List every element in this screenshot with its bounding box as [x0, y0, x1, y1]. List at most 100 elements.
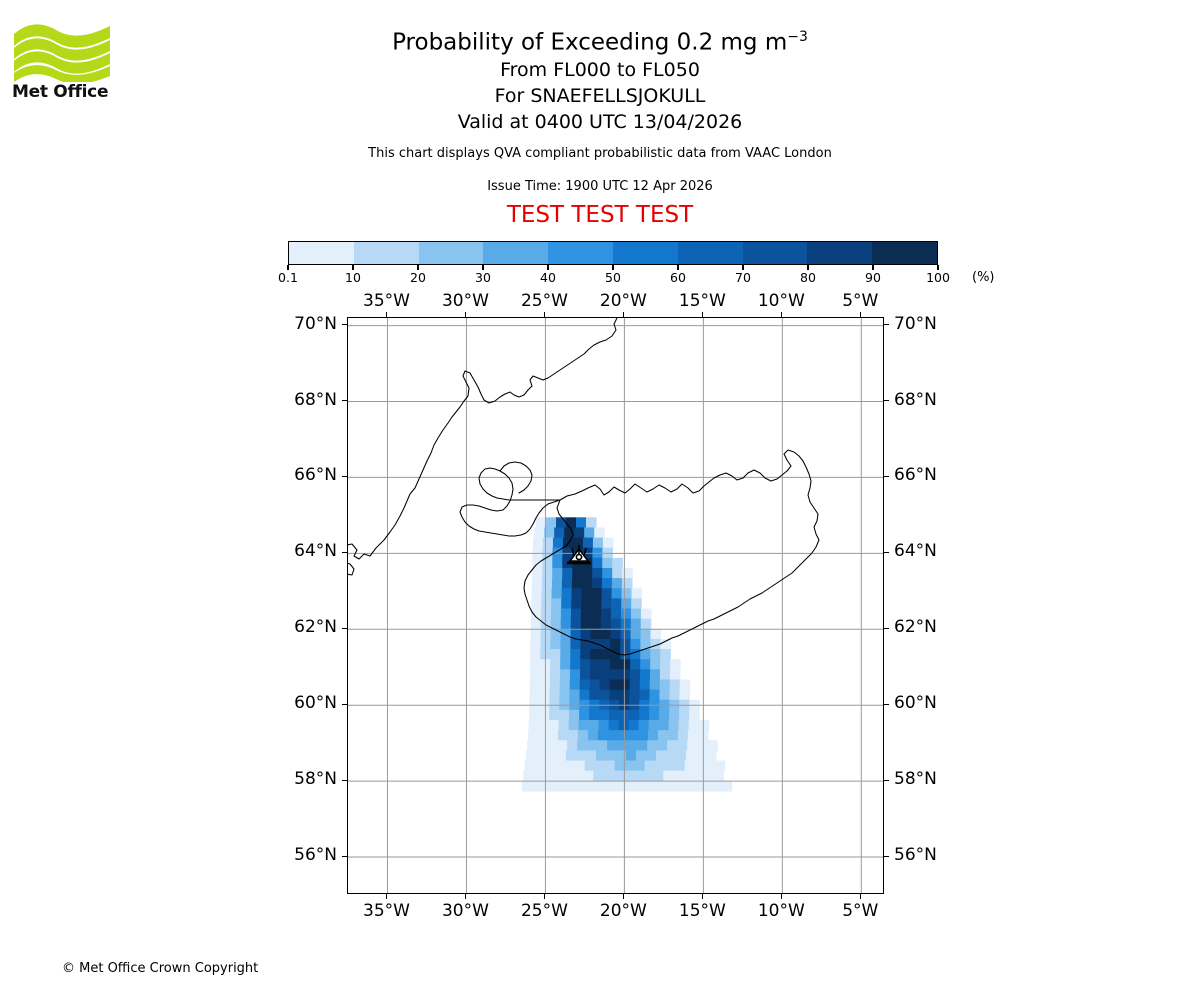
probability-cell: [601, 598, 612, 610]
probability-cell: [576, 517, 587, 529]
probability-cell: [658, 720, 670, 731]
probability-cell: [547, 730, 559, 741]
probability-cell: [571, 578, 583, 589]
probability-cell: [541, 598, 552, 610]
axis-tick: [342, 779, 347, 781]
probability-cell: [548, 720, 560, 731]
probability-cell: [578, 720, 590, 731]
probability-cell: [604, 760, 616, 772]
probability-cell: [581, 780, 593, 792]
probability-cell: [560, 659, 571, 670]
probability-cell: [541, 588, 553, 599]
probability-cell: [617, 730, 629, 741]
lat-lon-gridlines: [348, 318, 883, 893]
lon-label-bottom: 30°W: [441, 901, 489, 921]
lat-label-left: 68°N: [294, 389, 337, 410]
probability-cell: [569, 679, 581, 691]
probability-cell: [587, 730, 599, 741]
probability-cell: [590, 618, 602, 630]
probability-cell: [649, 709, 660, 721]
probability-cell: [714, 760, 726, 772]
colorbar-tick: [612, 265, 614, 270]
colorbar-segment-1: [353, 242, 419, 264]
probability-cell: [650, 638, 661, 650]
probability-cell: [570, 618, 582, 630]
probability-cell: [532, 537, 544, 549]
probability-cell: [591, 578, 603, 589]
axis-tick: [342, 475, 347, 477]
probability-cell: [550, 628, 562, 640]
probability-cell: [542, 557, 553, 569]
lon-label-bottom: 35°W: [363, 901, 410, 921]
axis-tick: [543, 312, 545, 317]
axis-tick: [884, 551, 889, 553]
probability-cell: [648, 720, 660, 731]
probability-cell: [667, 740, 678, 752]
probability-cell: [572, 537, 584, 549]
axis-tick: [859, 894, 861, 899]
axis-tick: [780, 312, 782, 317]
axis-tick: [342, 627, 347, 629]
colorbar-tick: [547, 265, 549, 270]
probability-cell: [612, 557, 623, 569]
probability-cell: [614, 760, 626, 772]
probability-cell: [541, 578, 553, 589]
probability-cell: [565, 750, 577, 762]
map-plot-area[interactable]: [347, 317, 884, 894]
probability-cell: [595, 750, 607, 762]
probability-cell: [688, 720, 700, 731]
probability-cell: [580, 618, 592, 630]
probability-cell: [620, 618, 632, 630]
probability-cell: [645, 750, 657, 762]
probability-cell: [530, 628, 542, 640]
probability-cell: [679, 689, 691, 701]
colorbar-segment-3: [483, 242, 549, 264]
probability-cell: [617, 740, 628, 752]
probability-cell: [574, 760, 586, 772]
probability-cell: [573, 770, 584, 782]
probability-cell: [570, 649, 581, 660]
probability-cell: [589, 669, 601, 681]
axis-tick: [342, 551, 347, 553]
probability-cell: [580, 649, 591, 660]
probability-cell: [569, 669, 581, 681]
probability-cell: [599, 669, 611, 681]
probability-cell: [677, 740, 688, 752]
probability-cell: [591, 780, 603, 792]
probability-cell: [552, 567, 563, 579]
probability-cell: [623, 770, 634, 782]
axis-tick: [884, 324, 889, 326]
probability-cell: [551, 578, 563, 589]
probability-cell: [627, 730, 639, 741]
probability-cell: [564, 527, 575, 539]
probability-cell: [554, 527, 565, 539]
probability-cell: [577, 740, 588, 752]
probability-cell: [529, 709, 540, 721]
probability-cell: [537, 730, 549, 741]
test-banner: TEST TEST TEST: [506, 201, 694, 228]
colorbar-tick: [352, 265, 354, 270]
probability-cell: [684, 760, 696, 772]
probability-cell: [597, 730, 609, 741]
probability-cell: [651, 780, 663, 792]
lon-label-top: 35°W: [363, 291, 410, 311]
probability-cell: [602, 537, 614, 549]
probability-cell: [530, 618, 542, 630]
probability-cell: [572, 567, 583, 579]
probability-cell: [687, 740, 698, 752]
probability-cell: [659, 689, 671, 701]
lat-label-right: 66°N: [894, 465, 937, 486]
probability-cell: [629, 669, 641, 681]
probability-cell: [649, 679, 661, 691]
probability-cell: [561, 780, 573, 792]
lat-label-left: 62°N: [294, 617, 337, 638]
lon-label-top: 5°W: [842, 291, 879, 311]
lon-label-top: 30°W: [441, 291, 489, 311]
probability-cell: [639, 689, 651, 701]
probability-cell: [633, 770, 644, 782]
colorbar-tick: [417, 265, 419, 270]
axis-tick: [464, 894, 466, 899]
probability-cell: [657, 730, 669, 741]
probability-cell: [524, 760, 536, 772]
probability-cell: [590, 649, 601, 660]
